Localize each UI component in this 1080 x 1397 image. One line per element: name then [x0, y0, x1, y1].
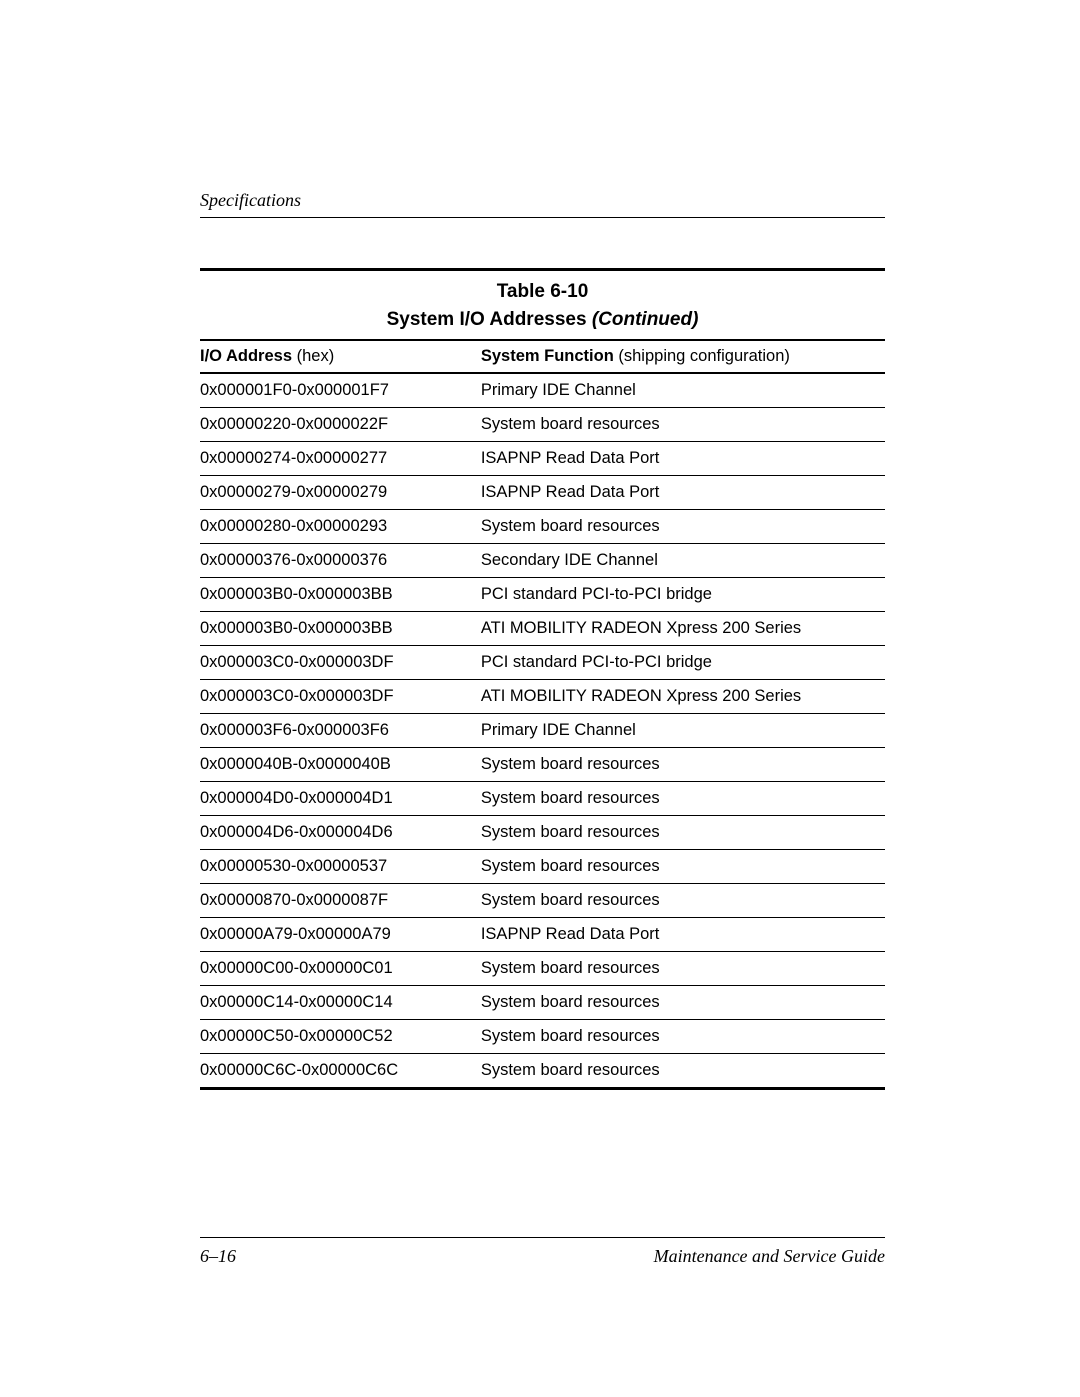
- table-title-main: System I/O Addresses: [387, 309, 592, 330]
- cell-function: System board resources: [481, 884, 885, 918]
- cell-address: 0x000004D6-0x000004D6: [200, 816, 481, 850]
- table-row: 0x00000C6C-0x00000C6CSystem board resour…: [200, 1054, 885, 1089]
- table-header-row: I/O Address (hex) System Function (shipp…: [200, 340, 885, 373]
- io-address-table: I/O Address (hex) System Function (shipp…: [200, 339, 885, 1090]
- cell-function: System board resources: [481, 782, 885, 816]
- table-row: 0x00000A79-0x00000A79ISAPNP Read Data Po…: [200, 918, 885, 952]
- col-header-address-paren: (hex): [297, 347, 335, 365]
- table-row: 0x00000376-0x00000376Secondary IDE Chann…: [200, 544, 885, 578]
- cell-address: 0x00000220-0x0000022F: [200, 408, 481, 442]
- table-row: 0x00000C14-0x00000C14System board resour…: [200, 986, 885, 1020]
- cell-address: 0x00000C00-0x00000C01: [200, 952, 481, 986]
- cell-function: System board resources: [481, 850, 885, 884]
- guide-title: Maintenance and Service Guide: [654, 1246, 885, 1267]
- col-header-function-paren: (shipping configuration): [618, 347, 790, 365]
- cell-address: 0x00000A79-0x00000A79: [200, 918, 481, 952]
- cell-address: 0x000003C0-0x000003DF: [200, 680, 481, 714]
- document-page: Specifications Table 6-10 System I/O Add…: [0, 0, 1080, 1397]
- table-row: 0x000003F6-0x000003F6Primary IDE Channel: [200, 714, 885, 748]
- table-block: Table 6-10 System I/O Addresses (Continu…: [200, 268, 885, 1090]
- section-header: Specifications: [200, 190, 885, 218]
- page-footer: 6–16 Maintenance and Service Guide: [200, 1237, 885, 1267]
- cell-function: ISAPNP Read Data Port: [481, 918, 885, 952]
- table-row: 0x000004D0-0x000004D1System board resour…: [200, 782, 885, 816]
- cell-address: 0x00000C14-0x00000C14: [200, 986, 481, 1020]
- table-row: 0x0000040B-0x0000040BSystem board resour…: [200, 748, 885, 782]
- col-header-function: System Function (shipping configuration): [481, 340, 885, 373]
- cell-address: 0x00000870-0x0000087F: [200, 884, 481, 918]
- table-body: 0x000001F0-0x000001F7Primary IDE Channel…: [200, 373, 885, 1089]
- table-row: 0x00000280-0x00000293System board resour…: [200, 510, 885, 544]
- cell-function: System board resources: [481, 1020, 885, 1054]
- col-header-address-bold: I/O Address: [200, 347, 297, 365]
- cell-address: 0x000001F0-0x000001F7: [200, 373, 481, 408]
- cell-function: ISAPNP Read Data Port: [481, 476, 885, 510]
- col-header-function-bold: System Function: [481, 347, 619, 365]
- table-row: 0x00000220-0x0000022FSystem board resour…: [200, 408, 885, 442]
- cell-function: System board resources: [481, 952, 885, 986]
- cell-address: 0x00000280-0x00000293: [200, 510, 481, 544]
- table-row: 0x00000C50-0x00000C52System board resour…: [200, 1020, 885, 1054]
- table-row: 0x000003C0-0x000003DFATI MOBILITY RADEON…: [200, 680, 885, 714]
- cell-function: ISAPNP Read Data Port: [481, 442, 885, 476]
- cell-function: ATI MOBILITY RADEON Xpress 200 Series: [481, 612, 885, 646]
- cell-address: 0x000003B0-0x000003BB: [200, 578, 481, 612]
- cell-address: 0x000003B0-0x000003BB: [200, 612, 481, 646]
- cell-address: 0x000003C0-0x000003DF: [200, 646, 481, 680]
- cell-function: PCI standard PCI-to-PCI bridge: [481, 578, 885, 612]
- table-row: 0x00000274-0x00000277ISAPNP Read Data Po…: [200, 442, 885, 476]
- table-row: 0x00000530-0x00000537System board resour…: [200, 850, 885, 884]
- table-row: 0x00000870-0x0000087FSystem board resour…: [200, 884, 885, 918]
- table-title: System I/O Addresses (Continued): [200, 303, 885, 339]
- cell-function: System board resources: [481, 986, 885, 1020]
- table-title-continued: (Continued): [592, 309, 699, 330]
- table-caption: Table 6-10: [200, 271, 885, 303]
- cell-address: 0x000004D0-0x000004D1: [200, 782, 481, 816]
- cell-address: 0x000003F6-0x000003F6: [200, 714, 481, 748]
- cell-function: System board resources: [481, 510, 885, 544]
- cell-address: 0x00000279-0x00000279: [200, 476, 481, 510]
- cell-function: Primary IDE Channel: [481, 714, 885, 748]
- cell-function: System board resources: [481, 816, 885, 850]
- cell-address: 0x00000376-0x00000376: [200, 544, 481, 578]
- cell-function: Secondary IDE Channel: [481, 544, 885, 578]
- cell-function: Primary IDE Channel: [481, 373, 885, 408]
- table-row: 0x000003C0-0x000003DFPCI standard PCI-to…: [200, 646, 885, 680]
- cell-function: System board resources: [481, 748, 885, 782]
- cell-function: System board resources: [481, 1054, 885, 1089]
- table-row: 0x000003B0-0x000003BBATI MOBILITY RADEON…: [200, 612, 885, 646]
- table-row: 0x00000279-0x00000279ISAPNP Read Data Po…: [200, 476, 885, 510]
- table-row: 0x000004D6-0x000004D6System board resour…: [200, 816, 885, 850]
- table-row: 0x00000C00-0x00000C01System board resour…: [200, 952, 885, 986]
- cell-address: 0x0000040B-0x0000040B: [200, 748, 481, 782]
- col-header-address: I/O Address (hex): [200, 340, 481, 373]
- cell-address: 0x00000274-0x00000277: [200, 442, 481, 476]
- table-row: 0x000001F0-0x000001F7Primary IDE Channel: [200, 373, 885, 408]
- cell-address: 0x00000C50-0x00000C52: [200, 1020, 481, 1054]
- page-number: 6–16: [200, 1246, 236, 1267]
- table-row: 0x000003B0-0x000003BBPCI standard PCI-to…: [200, 578, 885, 612]
- cell-address: 0x00000530-0x00000537: [200, 850, 481, 884]
- cell-function: System board resources: [481, 408, 885, 442]
- cell-function: ATI MOBILITY RADEON Xpress 200 Series: [481, 680, 885, 714]
- cell-address: 0x00000C6C-0x00000C6C: [200, 1054, 481, 1089]
- cell-function: PCI standard PCI-to-PCI bridge: [481, 646, 885, 680]
